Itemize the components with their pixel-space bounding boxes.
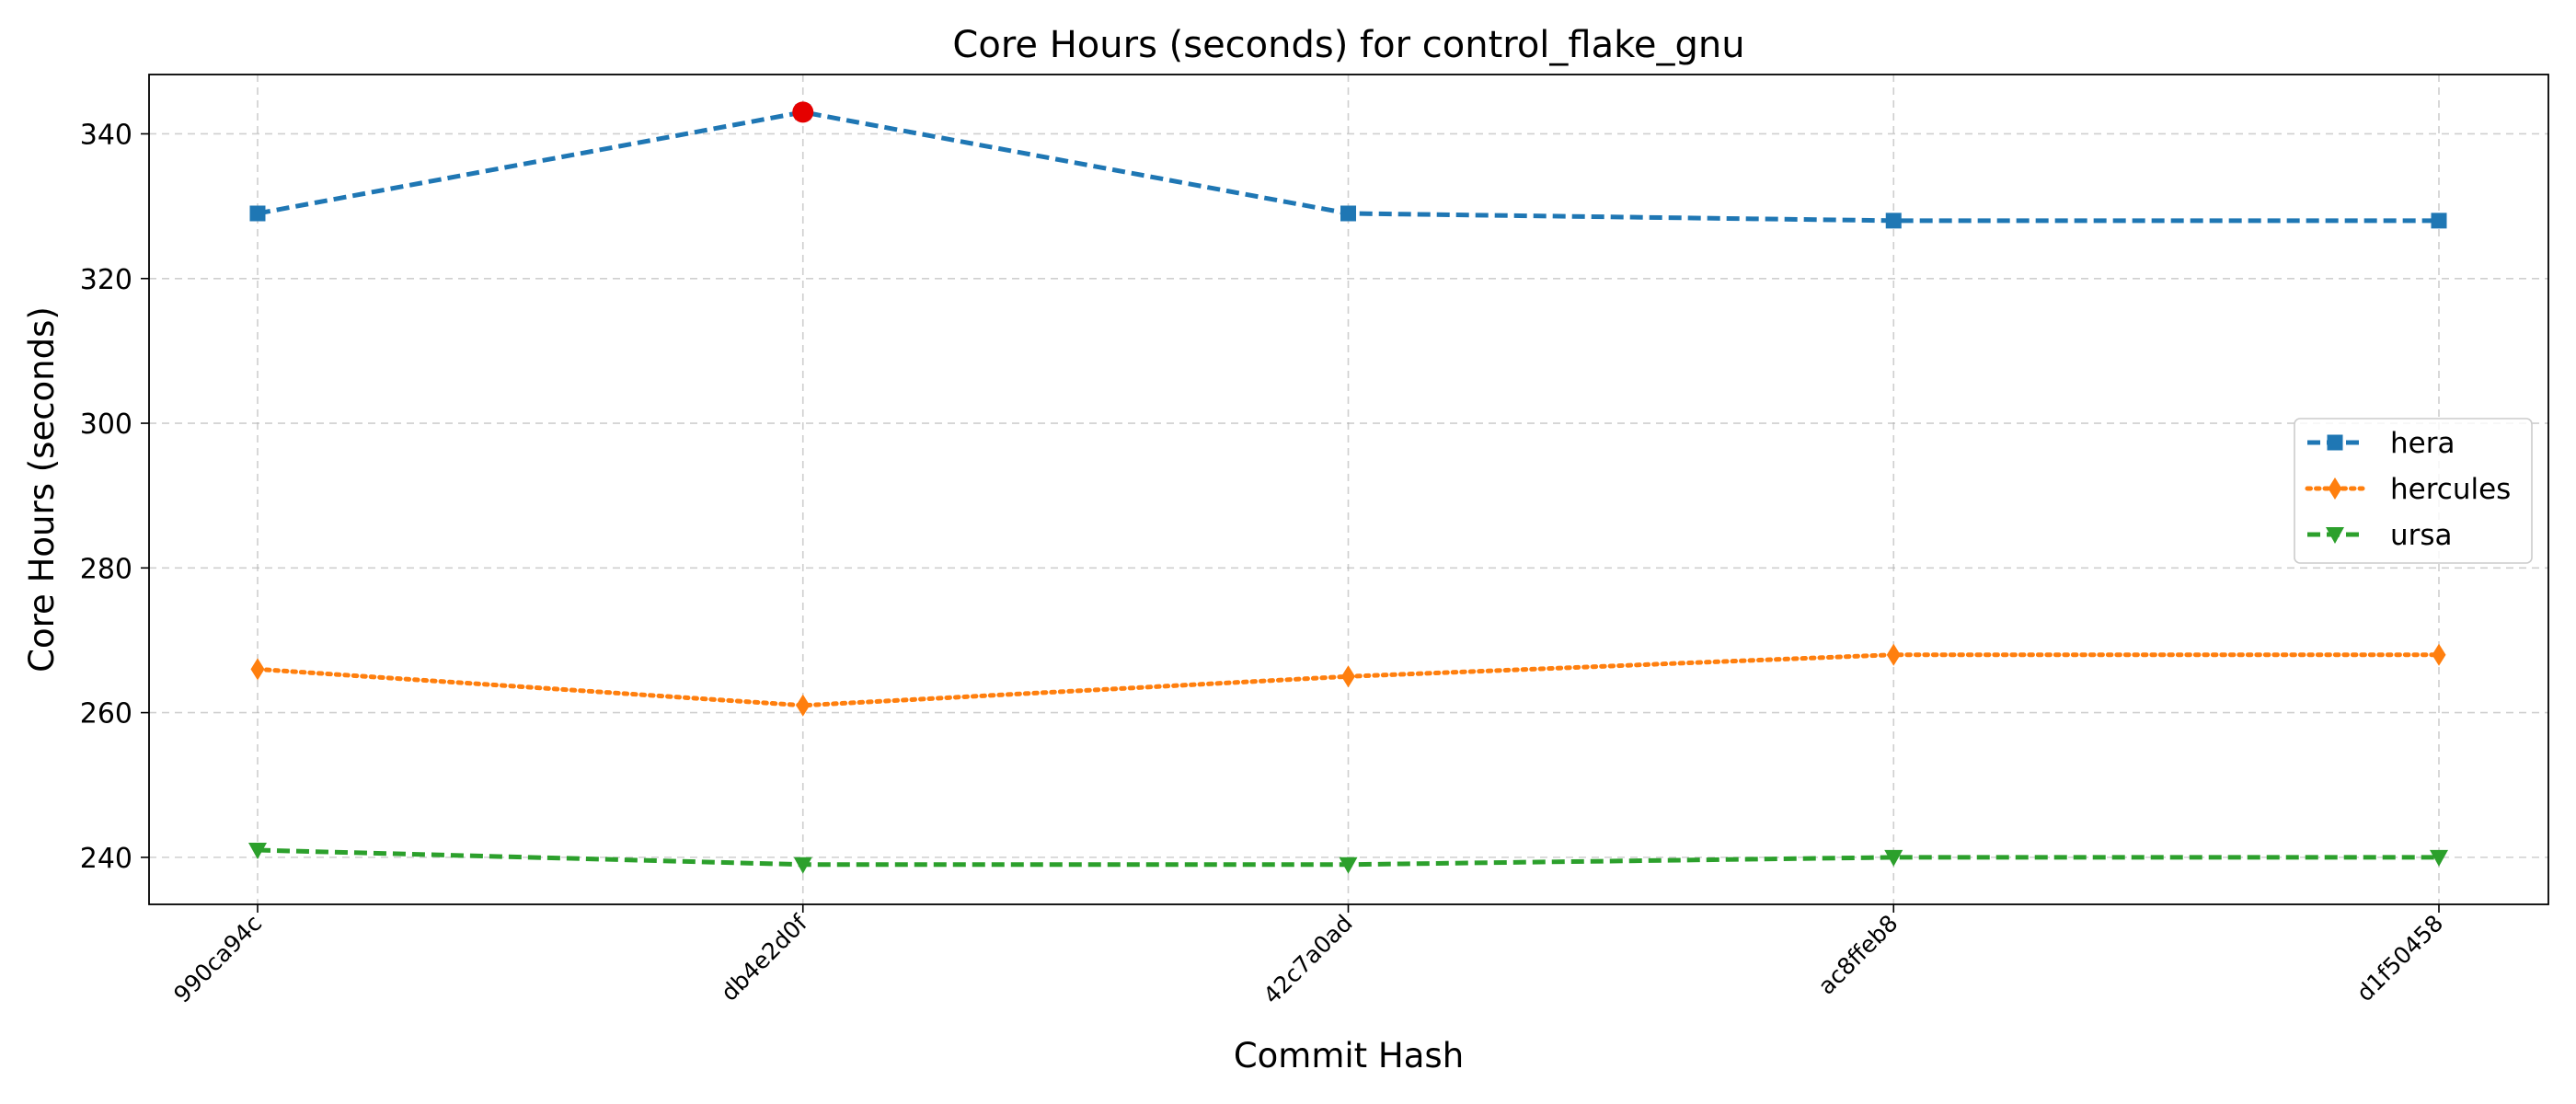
data-point-hercules [1886, 643, 1901, 666]
y-tick-label: 280 [80, 553, 132, 585]
legend-item-hercules: hercules [2305, 473, 2511, 506]
series-hercules [250, 643, 2446, 717]
legend-swatch-marker [2328, 477, 2342, 500]
data-point-ursa [1339, 857, 1358, 874]
legend-swatch-marker [2326, 527, 2344, 544]
data-point-hera [1885, 213, 1902, 229]
y-tick-label: 240 [80, 843, 132, 875]
series-ursa [248, 843, 2448, 874]
legend-label: hera [2390, 427, 2455, 460]
y-axis-label: Core Hours (seconds) [22, 306, 62, 673]
legend-label: hercules [2390, 473, 2511, 506]
y-tick-label: 300 [80, 408, 132, 441]
highlight-point [792, 101, 814, 123]
data-point-ursa [793, 857, 812, 874]
legend-label: ursa [2390, 519, 2453, 552]
legend-swatch-marker [2327, 434, 2343, 451]
legend-box [2294, 418, 2533, 564]
y-tick-label: 260 [80, 698, 132, 730]
data-point-hera [1340, 205, 1356, 222]
x-axis-label: Commit Hash [1234, 1036, 1464, 1075]
data-point-hera [249, 205, 266, 222]
grid [149, 75, 2548, 904]
data-point-hera [2431, 213, 2447, 229]
legend-item-hera: hera [2307, 427, 2455, 460]
data-point-hercules [1341, 665, 1355, 688]
series-layer [248, 101, 2448, 874]
legend-item-ursa: ursa [2307, 519, 2453, 552]
legend: hera hercules ursa [2294, 418, 2533, 564]
y-tick-label: 340 [80, 119, 132, 151]
data-point-ursa [2430, 849, 2448, 867]
data-point-hercules [796, 694, 811, 717]
data-point-ursa [248, 843, 267, 860]
data-point-hercules [2432, 643, 2446, 666]
data-point-hercules [250, 658, 265, 681]
y-tick-label: 320 [80, 264, 132, 296]
data-point-ursa [1884, 849, 1903, 867]
chart-title: Core Hours (seconds) for control_flake_g… [952, 24, 1744, 66]
